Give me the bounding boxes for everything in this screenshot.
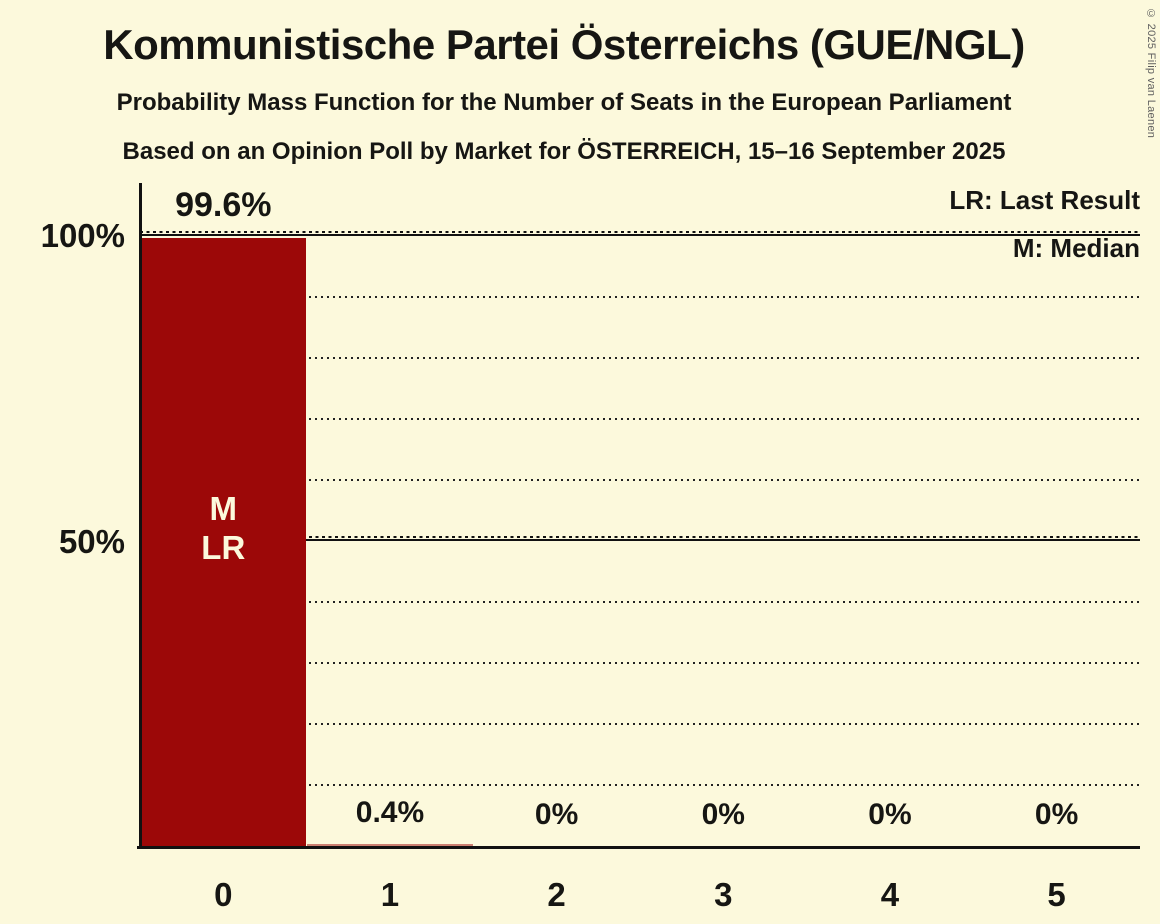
- gridline-100pct: [140, 231, 1140, 236]
- value-label-seat-4: 0%: [868, 798, 912, 831]
- value-label-seat-3: 0%: [701, 798, 745, 831]
- median-marker: M: [209, 490, 238, 528]
- column-seat-4: 0% 4: [807, 236, 974, 913]
- y-axis-line: [139, 183, 142, 849]
- gridline-20pct: [141, 723, 1140, 725]
- bar-annotations: M LR: [141, 224, 306, 832]
- column-seat-2: 0% 2: [473, 236, 640, 913]
- last-result-marker: LR: [201, 529, 246, 567]
- y-axis-label-50: 50%: [58, 523, 125, 560]
- gridline-70pct: [141, 418, 1140, 420]
- dotted-gridlines: [140, 236, 1140, 846]
- column-seat-3: 0% 3: [640, 236, 807, 913]
- gridline-10pct: [141, 784, 1140, 786]
- plot-area: M LR 99.6% 0 0.4% 1 0% 2 0% 3 0% 4: [140, 186, 1140, 913]
- gridline-30pct: [141, 662, 1140, 664]
- column-seat-1: 0.4% 1: [307, 236, 474, 913]
- gridline-50pct: [140, 536, 1140, 541]
- x-tick-label-4: 4: [880, 876, 900, 913]
- gridline-40pct: [141, 601, 1140, 603]
- legend-last-result: LR: Last Result: [949, 185, 1140, 215]
- x-tick-label-1: 1: [380, 876, 400, 913]
- value-label-seat-0: 99.6%: [175, 186, 272, 225]
- gridline-60pct: [141, 479, 1140, 481]
- x-tick-label-2: 2: [547, 876, 566, 913]
- bar-seat-0: M LR: [140, 238, 306, 846]
- x-tick-label-5: 5: [1047, 876, 1066, 913]
- x-axis-line: [137, 845, 1140, 849]
- copyright-notice: © 2025 Filip van Laenen: [1145, 8, 1157, 139]
- y-axis-label-100: 100%: [40, 217, 125, 254]
- subtitle-poll-source: Based on an Opinion Poll by Market for Ö…: [122, 138, 1006, 165]
- legend-median: M: Median: [1012, 233, 1140, 263]
- page-title: Kommunistische Partei Österreichs (GUE/N…: [103, 21, 1025, 68]
- value-label-seat-5: 0%: [1034, 798, 1079, 831]
- value-label-seat-2: 0%: [534, 798, 579, 831]
- subtitle-pmf: Probability Mass Function for the Number…: [116, 89, 1012, 116]
- gridline-90pct: [141, 296, 1140, 298]
- x-tick-label-0: 0: [214, 876, 233, 913]
- value-label-seat-1: 0.4%: [355, 795, 425, 829]
- x-tick-label-3: 3: [714, 876, 733, 913]
- bar-seat-1: [307, 843, 473, 846]
- column-seat-0: M LR 99.6% 0: [140, 186, 307, 913]
- gridline-80pct: [141, 357, 1140, 359]
- column-seat-5: 0% 5: [973, 236, 1140, 913]
